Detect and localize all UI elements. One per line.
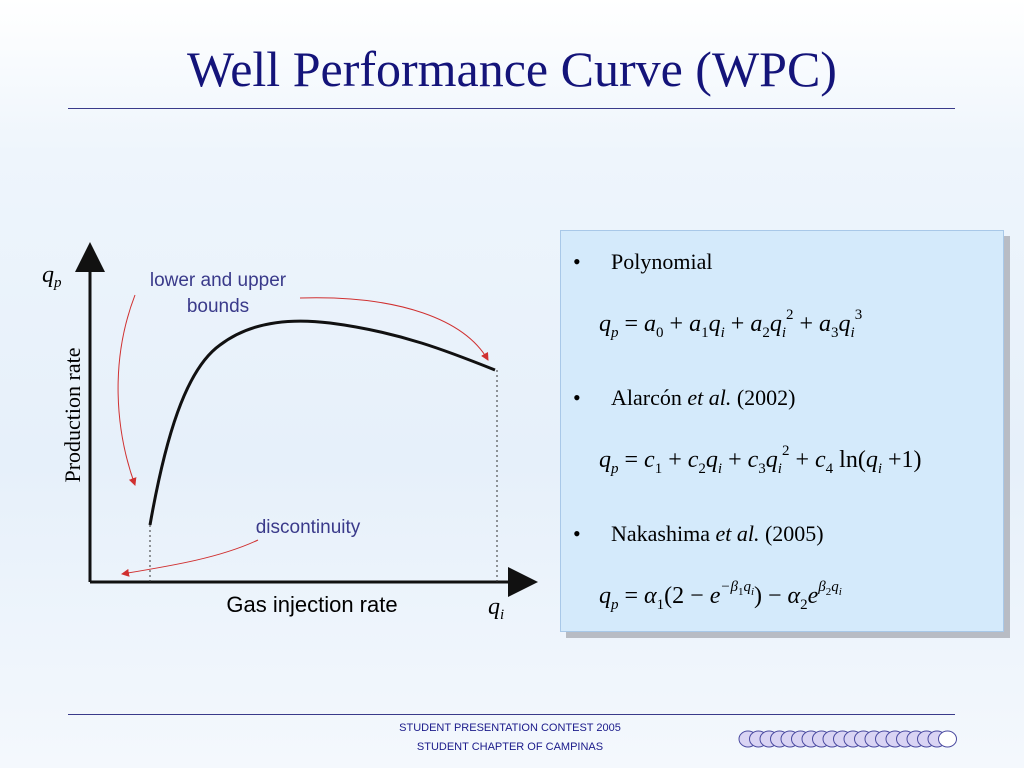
equation-token: 2 [781, 443, 790, 459]
performance-curve [148, 319, 496, 526]
discontinuity-arrow [121, 539, 259, 577]
equation-token: a [644, 311, 657, 337]
equation-token: + [663, 311, 690, 337]
equation-token: i [717, 461, 723, 477]
equation-token: 2 [785, 307, 794, 323]
equation-token: a [689, 311, 702, 337]
bullet-item: Nakashima et al. (2005) [573, 521, 824, 547]
slide-title: Well Performance Curve (WPC) [187, 41, 837, 97]
equation-token: 1 [737, 586, 744, 598]
bullet-item: Alarcón et al. (2002) [573, 385, 796, 411]
equation-token: q [599, 311, 611, 337]
title-rule [68, 108, 955, 109]
equation-token: a [819, 311, 832, 337]
y-symbol: qp [42, 262, 62, 291]
equation-token: q [599, 447, 611, 473]
equation-token: 1 [701, 325, 709, 341]
footer-text: STUDENT PRESENTATION CONTEST 2005 [399, 722, 621, 734]
equation-token: 2 [762, 325, 770, 341]
bullet-text: et al. [715, 521, 760, 546]
equation-token: 1 [654, 461, 663, 477]
bound-arrow [117, 294, 137, 486]
equation-token: e [807, 583, 819, 609]
bullet-text: (2005) [759, 521, 824, 546]
wpc-figure: qp Production rate Gas injection rate qi… [42, 242, 538, 623]
equation-token: ln( [833, 447, 866, 473]
equation-token: i [750, 586, 754, 598]
equation-token: + [722, 447, 748, 473]
equation-token: i [838, 586, 842, 598]
equation-token: c [747, 447, 759, 473]
equation-token: c [815, 447, 826, 473]
equation-token: = [618, 583, 645, 609]
equation-token: q [831, 579, 839, 595]
equation-token: e [709, 583, 721, 609]
equation-token: q [599, 583, 611, 609]
equation-token: 2 [825, 586, 832, 598]
equation-token: i [850, 325, 855, 341]
equation-token: 3 [831, 325, 839, 341]
equation-token: + [793, 311, 820, 337]
equation-token: = [618, 447, 645, 473]
equation: qp = c1 + c2qi + c3qi2 + c4 ln(qi +1) [599, 443, 922, 478]
equation-token: 3 [758, 461, 766, 477]
equation-token: 1 [656, 597, 665, 613]
equation-token: p [611, 597, 619, 613]
equation-token: i [720, 325, 725, 341]
x-axis-label: Gas injection rate [226, 592, 397, 617]
equation-token: −β [720, 579, 738, 595]
bounds-annotation: bounds [187, 296, 249, 317]
equation-token: + [789, 447, 815, 473]
equation-token: 2 [698, 461, 706, 477]
bullet-text: Alarcón [611, 385, 688, 410]
equation-token: + [662, 447, 688, 473]
equation-token: q [769, 311, 782, 337]
equation-token: (2 − [664, 583, 710, 609]
bound-arrow [299, 297, 489, 361]
equation-token: 4 [825, 461, 834, 477]
equation-token: +1) [882, 447, 922, 473]
y-axis-label: Production rate [60, 347, 85, 482]
equation-token: q [865, 447, 878, 473]
bullet-item: Polynomial [573, 249, 713, 275]
footer-rule [68, 714, 955, 715]
x-symbol: qi [488, 594, 504, 623]
equation-token: p [611, 325, 619, 341]
equation: qp = a0 + a1qi + a2qi2 + a3qi3 [599, 307, 862, 342]
chain-link [938, 730, 957, 748]
equation-token: q [708, 311, 721, 337]
discontinuity-annotation: discontinuity [256, 517, 361, 538]
bullet-text: Polynomial [611, 249, 713, 274]
equation-token: q [838, 311, 851, 337]
equation-token: β [818, 579, 826, 595]
equation-token: q [705, 447, 718, 473]
equation-token: α [644, 583, 657, 609]
equation-token: q [743, 579, 751, 595]
equation-token: α [787, 583, 801, 609]
bullet-text: et al. [687, 385, 732, 410]
equation-token: p [611, 461, 619, 477]
equation-token: i [781, 325, 786, 341]
equation: qp = α1(2 − e−β1qi) − α2eβ2qi [599, 579, 842, 614]
equation-token: c [644, 447, 655, 473]
equation-token: 3 [854, 307, 863, 323]
equation-token: 0 [656, 325, 664, 341]
bullet-text: Nakashima [611, 521, 716, 546]
equation-token: c [687, 447, 699, 473]
bullet-text: (2002) [731, 385, 796, 410]
equation-token: a [750, 311, 763, 337]
chain-decoration [738, 730, 957, 748]
equation-token: ) − [754, 583, 788, 609]
equation-token: q [765, 447, 778, 473]
equation-token: 2 [800, 597, 808, 613]
footer-text: STUDENT CHAPTER OF CAMPINAS [416, 741, 604, 753]
equation-token: i [777, 461, 782, 477]
equation-token: + [724, 311, 751, 337]
bounds-annotation: lower and upper [150, 270, 287, 291]
equation-token: = [618, 311, 645, 337]
equation-token: i [877, 461, 882, 477]
